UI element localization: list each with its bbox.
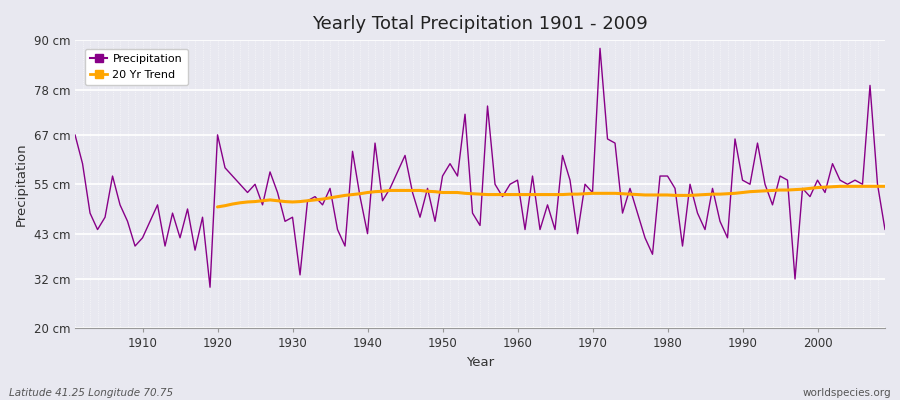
Legend: Precipitation, 20 Yr Trend: Precipitation, 20 Yr Trend [85, 48, 188, 85]
Text: worldspecies.org: worldspecies.org [803, 388, 891, 398]
X-axis label: Year: Year [466, 356, 494, 369]
Text: Latitude 41.25 Longitude 70.75: Latitude 41.25 Longitude 70.75 [9, 388, 173, 398]
Title: Yearly Total Precipitation 1901 - 2009: Yearly Total Precipitation 1901 - 2009 [312, 15, 648, 33]
Y-axis label: Precipitation: Precipitation [15, 142, 28, 226]
